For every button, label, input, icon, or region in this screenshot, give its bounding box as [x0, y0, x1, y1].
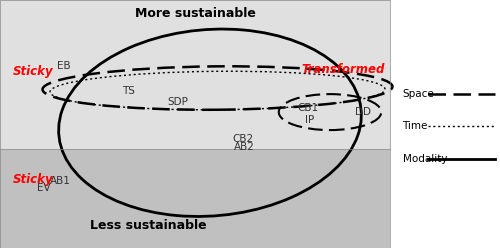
Bar [0, 0, 390, 149]
Bar [0, 0, 390, 248]
Text: Sticky: Sticky [12, 65, 53, 78]
Text: AB2: AB2 [234, 142, 255, 152]
Text: AB1: AB1 [50, 176, 71, 186]
Text: Sticky: Sticky [12, 173, 53, 186]
Bar [0, 149, 390, 248]
Text: DD: DD [355, 107, 371, 117]
Text: Time: Time [402, 122, 428, 131]
Text: EV: EV [38, 184, 51, 193]
Text: More sustainable: More sustainable [134, 7, 256, 20]
Text: CB2: CB2 [232, 134, 254, 144]
Text: TS: TS [122, 86, 136, 95]
Text: EB: EB [58, 61, 71, 71]
Text: Less sustainable: Less sustainable [90, 219, 206, 232]
Text: SDP: SDP [168, 97, 188, 107]
Text: CB1: CB1 [298, 103, 318, 113]
Text: Space: Space [402, 89, 434, 99]
Text: Modality: Modality [402, 154, 447, 164]
Text: IP: IP [305, 115, 314, 125]
Text: Transformed: Transformed [302, 63, 385, 76]
